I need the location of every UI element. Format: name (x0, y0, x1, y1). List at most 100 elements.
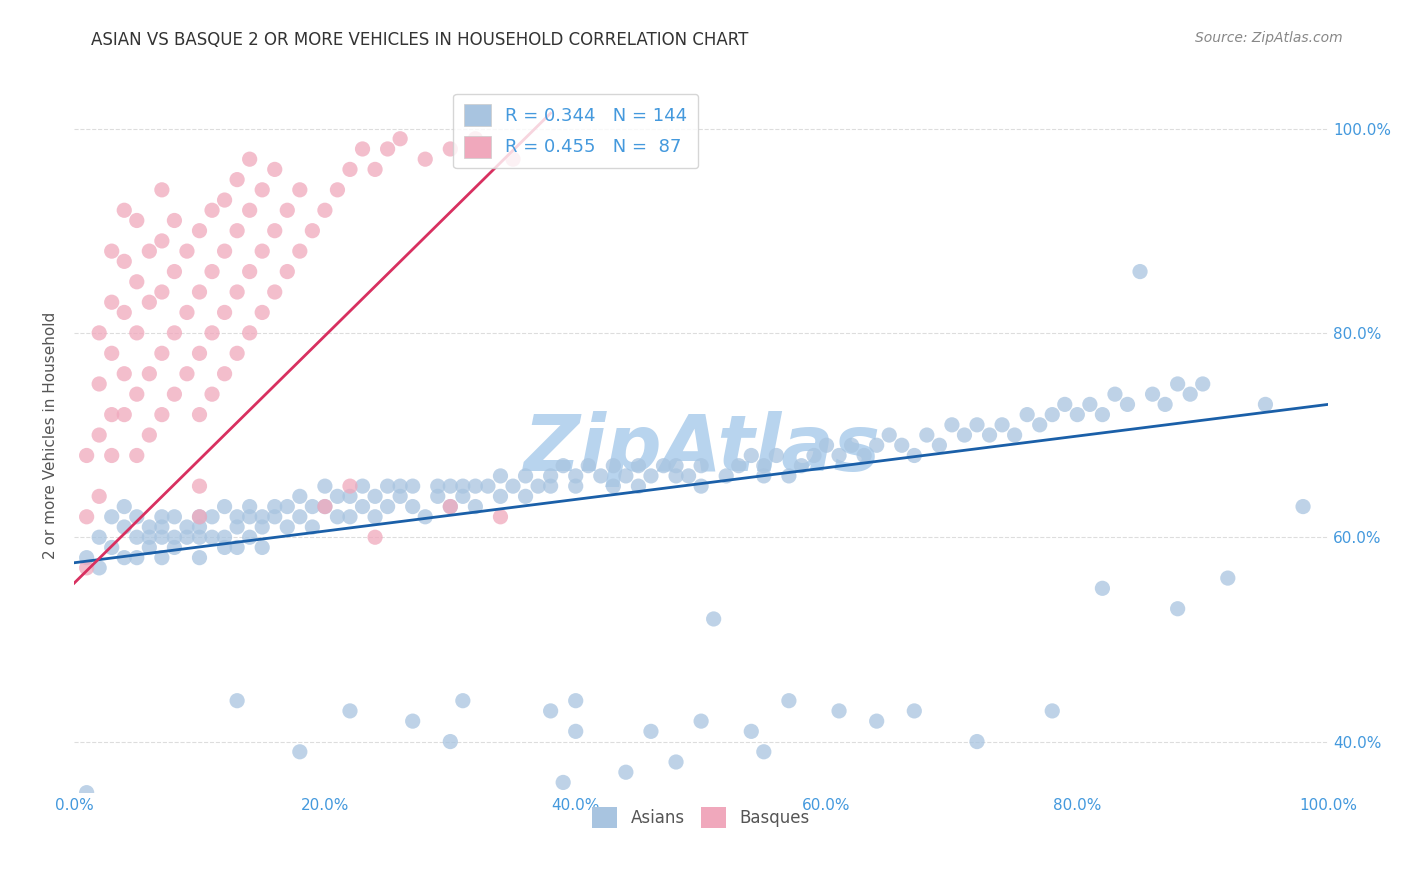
Point (953, 428, 976, 442)
Point (451, 694, 474, 708)
Point (740, 724, 762, 739)
Point (214, 541, 236, 555)
Point (201, 326, 224, 340)
Point (201, 530, 224, 544)
Point (364, 162, 387, 177)
Point (352, 479, 374, 493)
Point (389, 489, 412, 503)
Point (640, 724, 662, 739)
Point (89, 428, 111, 442)
Point (727, 458, 749, 473)
Point (226, 285, 249, 299)
Point (439, 479, 461, 493)
Point (966, 734, 988, 748)
Point (652, 458, 675, 473)
Point (288, 489, 311, 503)
Point (1040, 704, 1063, 718)
Point (740, 449, 762, 463)
Point (553, 775, 575, 789)
Point (752, 469, 775, 483)
Point (301, 224, 323, 238)
Point (250, 183, 273, 197)
Point (966, 417, 988, 432)
Point (176, 530, 198, 544)
Point (188, 479, 211, 493)
Point (150, 530, 173, 544)
Point (439, 500, 461, 514)
Point (991, 417, 1014, 432)
Point (339, 162, 361, 177)
Point (752, 745, 775, 759)
Point (100, 541, 122, 555)
Point (803, 449, 825, 463)
Point (112, 367, 135, 381)
Point (138, 428, 160, 442)
Point (301, 500, 323, 514)
Point (176, 244, 198, 259)
Point (1154, 397, 1177, 411)
Point (226, 224, 249, 238)
Point (402, 500, 425, 514)
Point (1017, 408, 1039, 422)
Point (439, 500, 461, 514)
Point (314, 500, 336, 514)
Point (250, 509, 273, 524)
Point (377, 479, 399, 493)
Point (163, 541, 186, 555)
Point (413, 509, 436, 524)
Point (540, 479, 562, 493)
Point (389, 479, 412, 493)
Point (426, 489, 449, 503)
Point (263, 285, 285, 299)
Point (564, 724, 586, 739)
Point (89, 561, 111, 575)
Point (778, 694, 800, 708)
Point (89, 326, 111, 340)
Point (150, 285, 173, 299)
Point (502, 479, 524, 493)
Point (665, 469, 688, 483)
Point (1066, 408, 1088, 422)
Point (451, 489, 474, 503)
Point (778, 469, 800, 483)
Text: ZipAtlas: ZipAtlas (523, 411, 880, 487)
Point (564, 469, 586, 483)
Point (553, 458, 575, 473)
Point (314, 500, 336, 514)
Point (112, 305, 135, 319)
Point (250, 244, 273, 259)
Point (439, 142, 461, 156)
Point (226, 509, 249, 524)
Point (326, 489, 349, 503)
Point (640, 469, 662, 483)
Point (201, 264, 224, 278)
Point (979, 428, 1001, 442)
Point (201, 203, 224, 218)
Point (288, 183, 311, 197)
Point (125, 387, 148, 401)
Point (263, 224, 285, 238)
Point (239, 509, 262, 524)
Point (1129, 264, 1152, 278)
Point (138, 244, 160, 259)
Y-axis label: 2 or more Vehicles in Household: 2 or more Vehicles in Household (44, 311, 58, 558)
Point (690, 479, 713, 493)
Point (288, 244, 311, 259)
Point (576, 458, 599, 473)
Point (1053, 397, 1076, 411)
Point (188, 550, 211, 565)
Point (589, 469, 612, 483)
Point (276, 203, 298, 218)
Point (339, 704, 361, 718)
Point (125, 213, 148, 227)
Point (176, 520, 198, 534)
Point (690, 458, 713, 473)
Point (828, 704, 851, 718)
Point (100, 295, 122, 310)
Point (201, 387, 224, 401)
Point (112, 520, 135, 534)
Point (214, 500, 236, 514)
Point (1167, 601, 1189, 615)
Text: Source: ZipAtlas.com: Source: ZipAtlas.com (1195, 31, 1343, 45)
Point (100, 509, 122, 524)
